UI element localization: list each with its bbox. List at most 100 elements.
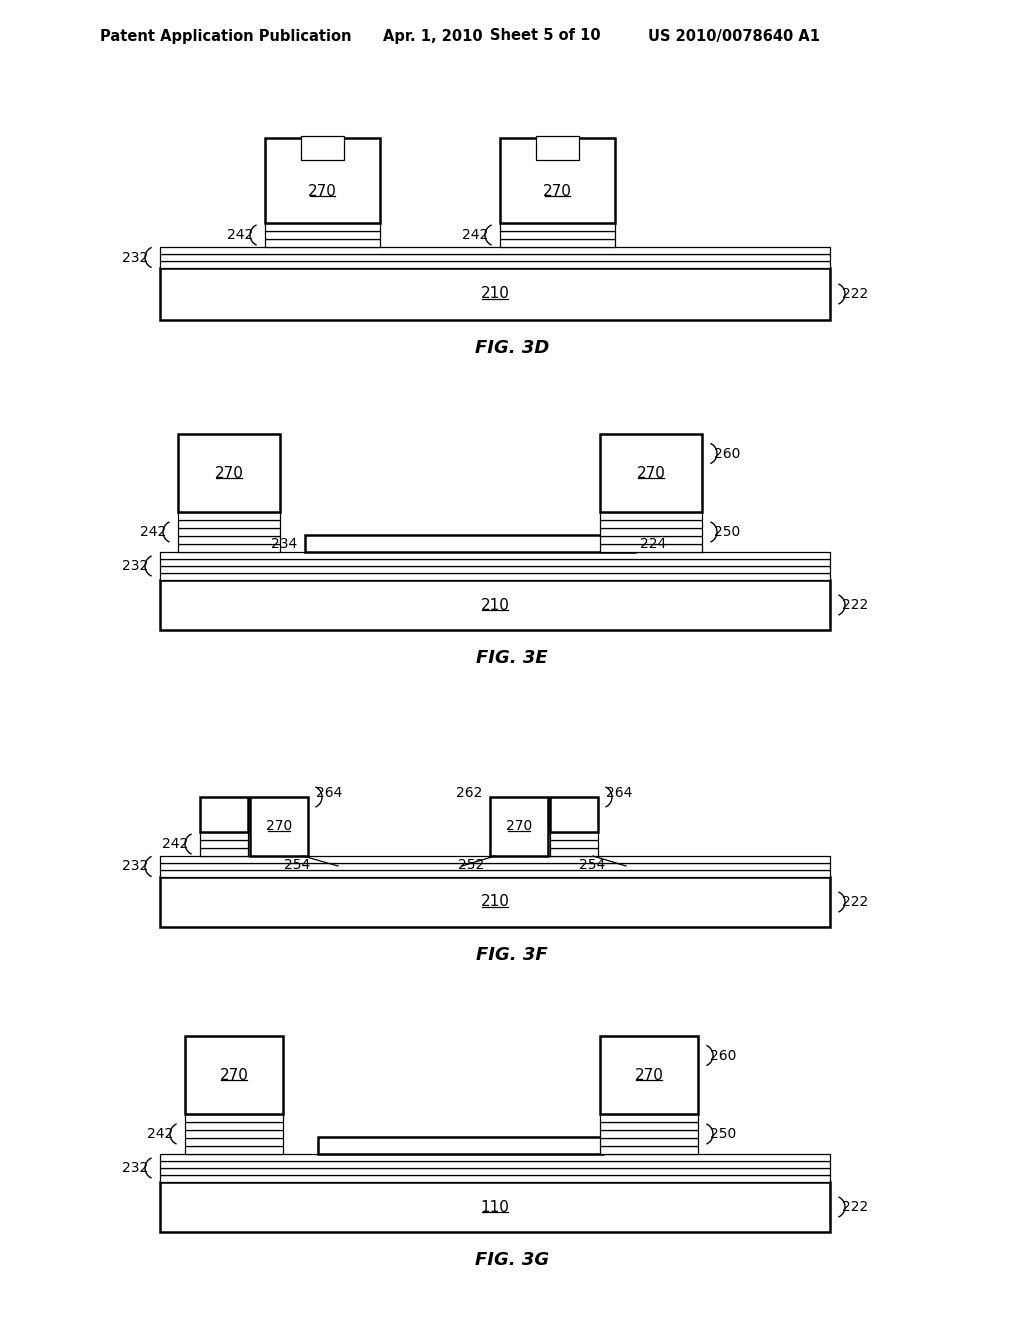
Bar	[200, 797, 248, 832]
Bar	[185, 1122, 283, 1130]
Text: 250: 250	[714, 525, 740, 539]
Bar	[178, 512, 280, 520]
Bar	[600, 512, 702, 520]
Text: 270: 270	[266, 820, 292, 833]
Bar	[550, 797, 598, 832]
Text: FIG. 3E: FIG. 3E	[476, 649, 548, 667]
Text: 232: 232	[122, 558, 148, 573]
Bar	[200, 847, 248, 855]
Bar	[600, 1122, 698, 1130]
Text: 264: 264	[316, 785, 342, 800]
Bar	[600, 1130, 698, 1138]
Bar	[600, 1138, 698, 1146]
Text: 210: 210	[480, 598, 509, 612]
Bar	[160, 268, 830, 319]
Text: Apr. 1, 2010: Apr. 1, 2010	[383, 29, 482, 44]
Bar	[305, 535, 635, 552]
Bar	[160, 870, 830, 876]
Text: 210: 210	[480, 895, 509, 909]
Text: 222: 222	[842, 286, 868, 301]
Text: Patent Application Publication: Patent Application Publication	[100, 29, 351, 44]
Text: 260: 260	[714, 446, 740, 461]
Bar	[600, 434, 702, 512]
Text: 242: 242	[226, 228, 253, 242]
Bar	[265, 223, 380, 231]
Bar	[160, 247, 830, 253]
Bar	[178, 536, 280, 544]
Bar	[160, 863, 830, 870]
Text: FIG. 3G: FIG. 3G	[475, 1251, 549, 1269]
Text: 232: 232	[122, 251, 148, 264]
Text: 254: 254	[579, 858, 605, 873]
Bar	[550, 840, 598, 847]
Text: Sheet 5 of 10: Sheet 5 of 10	[490, 29, 601, 44]
Text: 222: 222	[842, 1200, 868, 1214]
Text: 222: 222	[842, 598, 868, 612]
Bar	[536, 136, 580, 160]
Text: 252: 252	[458, 858, 484, 873]
Text: 270: 270	[543, 183, 572, 199]
Text: 110: 110	[480, 1200, 509, 1214]
Text: 242: 242	[146, 1127, 173, 1140]
Text: FIG. 3D: FIG. 3D	[475, 339, 549, 356]
Bar	[550, 832, 598, 840]
Text: FIG. 3F: FIG. 3F	[476, 946, 548, 964]
Bar	[185, 1114, 283, 1122]
Bar	[600, 1146, 698, 1154]
Text: 242: 242	[462, 228, 488, 242]
Text: 232: 232	[122, 859, 148, 874]
Text: 242: 242	[162, 837, 188, 851]
Text: 250: 250	[710, 1127, 736, 1140]
Bar	[178, 544, 280, 552]
Bar	[500, 139, 615, 223]
Bar	[600, 520, 702, 528]
Bar	[600, 528, 702, 536]
Bar	[490, 797, 548, 855]
Bar	[185, 1130, 283, 1138]
Bar	[600, 1036, 698, 1114]
Bar	[500, 239, 615, 247]
Text: 260: 260	[710, 1048, 736, 1063]
Bar	[160, 558, 830, 566]
Bar	[160, 1181, 830, 1232]
Bar	[160, 876, 830, 927]
Bar	[178, 434, 280, 512]
Text: 242: 242	[139, 525, 166, 539]
Bar	[160, 855, 830, 863]
Text: US 2010/0078640 A1: US 2010/0078640 A1	[648, 29, 820, 44]
Text: 270: 270	[635, 1068, 664, 1082]
Text: 210: 210	[480, 286, 509, 301]
Bar	[265, 139, 380, 223]
Text: 224: 224	[640, 536, 667, 550]
Bar	[160, 261, 830, 268]
Bar	[600, 1114, 698, 1122]
Bar	[550, 847, 598, 855]
Bar	[265, 231, 380, 239]
Bar	[318, 1137, 603, 1154]
Bar	[200, 832, 248, 840]
Text: 232: 232	[122, 1162, 148, 1175]
Bar	[500, 231, 615, 239]
Text: 270: 270	[637, 466, 666, 480]
Bar	[500, 223, 615, 231]
Text: 262: 262	[456, 785, 482, 800]
Bar	[185, 1138, 283, 1146]
Bar	[160, 1175, 830, 1181]
Text: 270: 270	[308, 183, 337, 199]
Bar	[160, 573, 830, 579]
Bar	[600, 536, 702, 544]
Bar	[160, 1154, 830, 1162]
Bar	[160, 552, 830, 558]
Text: 222: 222	[842, 895, 868, 909]
Bar	[600, 544, 702, 552]
Bar	[160, 253, 830, 261]
Bar	[250, 797, 308, 855]
Bar	[160, 566, 830, 573]
Bar	[265, 239, 380, 247]
Bar	[160, 579, 830, 630]
Text: 234: 234	[270, 536, 297, 550]
Text: 270: 270	[506, 820, 532, 833]
Bar	[200, 840, 248, 847]
Bar	[185, 1036, 283, 1114]
Bar	[160, 1168, 830, 1175]
